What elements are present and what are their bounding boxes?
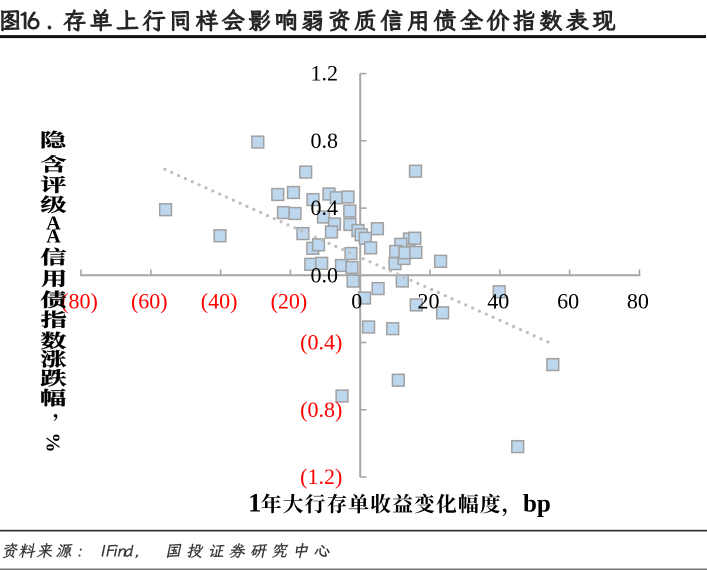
svg-text:1.2: 1.2 [311,61,339,86]
svg-text:40: 40 [487,289,509,314]
svg-text:0.4: 0.4 [311,195,339,220]
svg-text:1: 1 [248,489,261,518]
svg-text:(1.2): (1.2) [300,464,342,489]
svg-text:(0.8): (0.8) [300,397,342,422]
svg-text:(60): (60) [131,289,168,314]
svg-text:60: 60 [557,289,579,314]
svg-text:bp: bp [523,491,551,518]
svg-text:0.8: 0.8 [311,128,339,153]
svg-text:(0.4): (0.4) [300,330,342,355]
svg-text:20: 20 [418,289,440,314]
svg-text:%: % [42,433,64,453]
svg-text:(80): (80) [61,289,98,314]
svg-text:(20): (20) [271,289,308,314]
svg-text:0.0: 0.0 [311,262,339,287]
svg-text:(40): (40) [201,289,238,314]
svg-text:A: A [46,226,61,248]
svg-text:A: A [46,213,61,235]
svg-text:80: 80 [627,289,649,314]
svg-text:0: 0 [351,289,362,314]
